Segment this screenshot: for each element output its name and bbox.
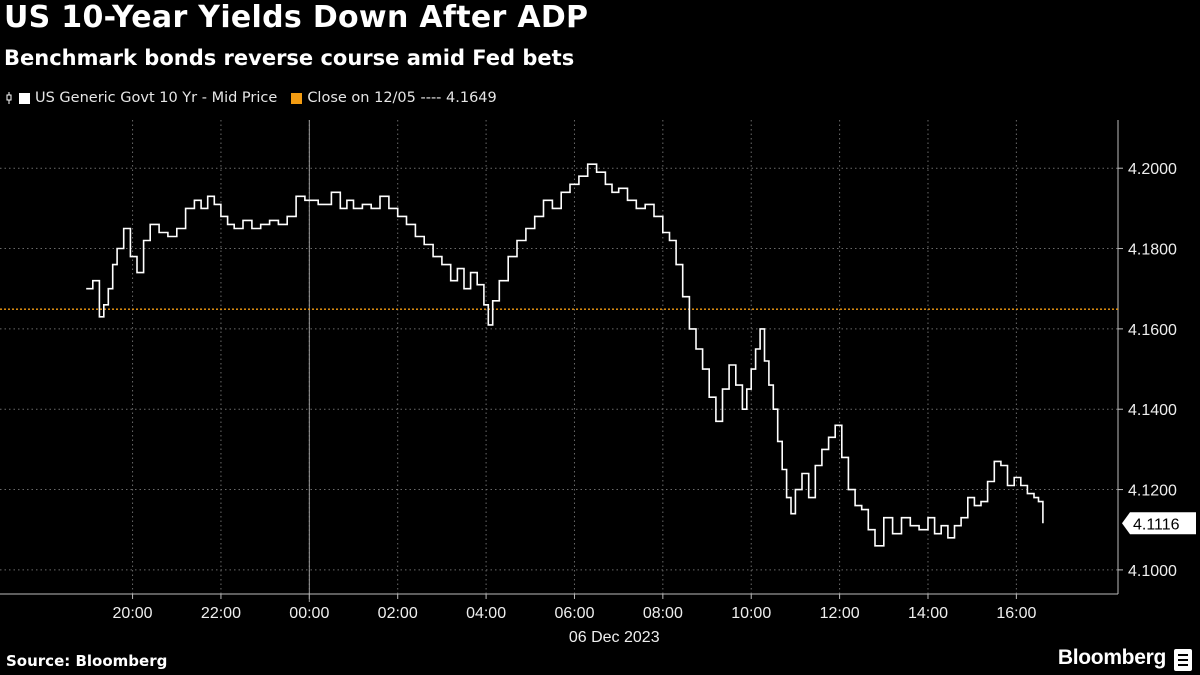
y-tick-label: 4.1200 — [1128, 483, 1177, 500]
legend-swatch-close — [291, 92, 303, 104]
x-tick-label: 16:00 — [996, 605, 1036, 622]
y-tick-label: 4.1800 — [1128, 242, 1177, 259]
chart-title: US 10-Year Yields Down After ADP — [4, 0, 589, 35]
brand-logo: Bloomberg — [1057, 646, 1166, 669]
legend-item-close: Close on 12/05 ---- 4.1649 — [291, 90, 497, 106]
y-tick-label: 4.1600 — [1128, 322, 1177, 339]
legend: US Generic Govt 10 Yr - Mid Price Close … — [6, 90, 511, 106]
last-value-tag — [1122, 512, 1196, 535]
x-tick-label: 02:00 — [378, 605, 418, 622]
source-note: Source: Bloomberg — [6, 652, 168, 670]
y-tick-label: 4.2000 — [1128, 161, 1177, 178]
x-tick-label: 10:00 — [731, 605, 771, 622]
line-chart: 4.1000 4.1200 4.1400 4.1600 4.1800 4.2000 20:0… — [0, 120, 1196, 646]
series-line — [86, 163, 1044, 547]
legend-item-series: US Generic Govt 10 Yr - Mid Price — [6, 90, 277, 106]
y-tick-label: 4.1400 — [1128, 402, 1177, 419]
y-tick-label: 4.1000 — [1128, 563, 1177, 580]
legend-label-close: Close on 12/05 ---- 4.1649 — [307, 90, 497, 106]
candlestick-icon — [6, 92, 12, 104]
x-tick-label: 12:00 — [820, 605, 860, 622]
chart-subtitle: Benchmark bonds reverse course amid Fed … — [4, 46, 575, 70]
x-tick-label: 20:00 — [113, 605, 153, 622]
legend-label-series: US Generic Govt 10 Yr - Mid Price — [35, 90, 278, 106]
x-axis-label: 06 Dec 2023 — [569, 629, 660, 646]
last-value-label: 4.1116 — [1133, 516, 1180, 533]
bloomberg-icon — [1174, 649, 1192, 671]
x-tick-label: 06:00 — [554, 605, 594, 622]
x-tick-label: 08:00 — [643, 605, 683, 622]
x-tick-label: 22:00 — [201, 605, 241, 622]
x-tick-label: 04:00 — [466, 605, 506, 622]
x-tick-label: 14:00 — [908, 605, 948, 622]
legend-swatch-series — [19, 92, 30, 104]
x-tick-label: 00:00 — [289, 605, 329, 622]
